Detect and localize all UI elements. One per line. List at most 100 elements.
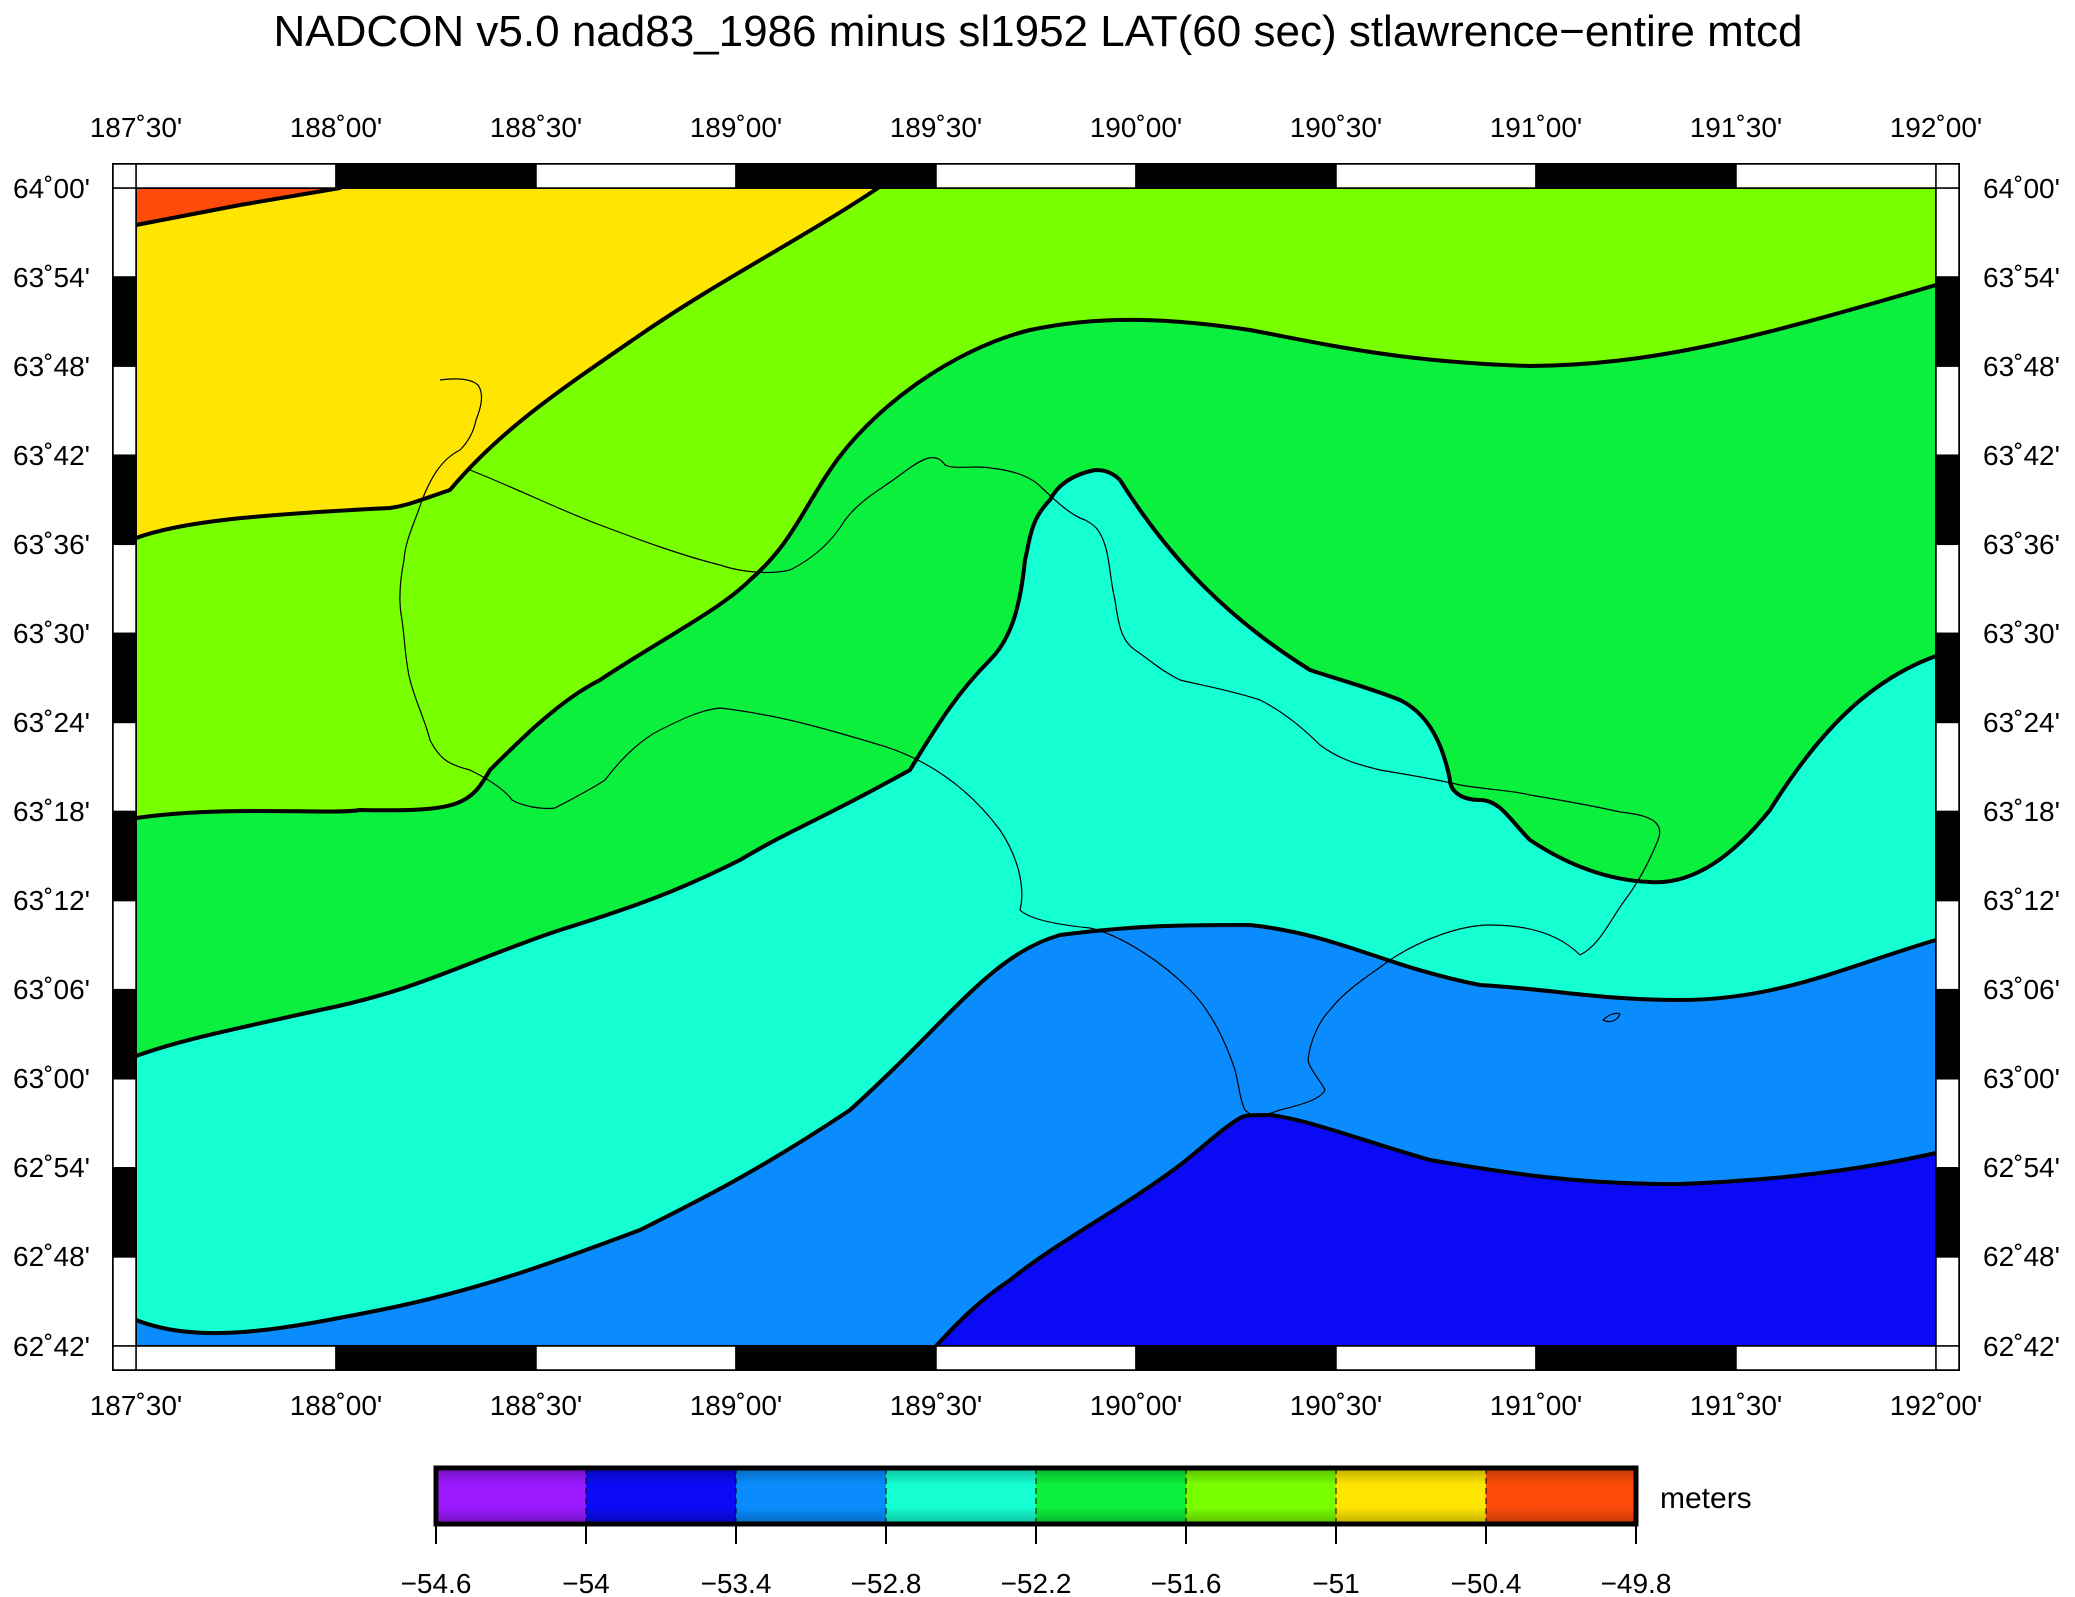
frame-segment-left	[112, 721, 137, 813]
frame-segment-top	[535, 163, 737, 189]
contour-line-blue-deepblue	[934, 1113, 1938, 1348]
lat-label-left: 62˚54'	[13, 1152, 90, 1183]
frame-segment-top	[1735, 163, 1937, 189]
lon-label-bottom: 189˚00'	[690, 1390, 783, 1421]
frame-segment-left	[112, 187, 137, 278]
colorbar-label: −51	[1312, 1568, 1360, 1597]
lon-labels-top: 187˚30' 188˚00' 188˚30' 189˚00' 189˚30' …	[90, 112, 1983, 143]
frame-segment-bottom	[1735, 1345, 1937, 1371]
lon-label-bottom: 191˚00'	[1490, 1390, 1583, 1421]
lon-label-top: 189˚00'	[690, 112, 783, 143]
frame-segment-right	[1935, 899, 1960, 991]
lon-label-bottom: 190˚30'	[1290, 1390, 1383, 1421]
coastline-small-islet	[1602, 1012, 1621, 1023]
contour-line-orange-yellow	[134, 186, 342, 227]
frame-segment-right	[1935, 365, 1960, 456]
contour-line-green-cyan	[134, 468, 1938, 1058]
frame-segment-left	[112, 632, 137, 724]
lon-label-bottom: 191˚30'	[1690, 1390, 1783, 1421]
lat-labels-right: 64˚00' 63˚54' 63˚48' 63˚42' 63˚36' 63˚30…	[1983, 173, 2060, 1362]
coastline-island-central	[1104, 544, 1661, 956]
frame-corner	[1935, 163, 1960, 189]
lon-label-top: 191˚30'	[1690, 112, 1783, 143]
frame-segment-left	[112, 899, 137, 991]
lon-label-bottom: 188˚00'	[290, 1390, 383, 1421]
lon-label-bottom: 189˚30'	[890, 1390, 983, 1421]
colorbar-label: −52.2	[1001, 1568, 1072, 1597]
lon-label-top: 188˚30'	[490, 112, 583, 143]
lon-label-top: 192˚00'	[1890, 112, 1983, 143]
colorbar-label: −50.4	[1451, 1568, 1522, 1597]
lat-label-right: 62˚42'	[1983, 1331, 2060, 1362]
lat-label-right: 63˚30'	[1983, 618, 2060, 649]
lat-label-left: 63˚00'	[13, 1063, 90, 1094]
coastline-island-west	[399, 378, 721, 810]
coastlines	[399, 378, 1661, 1117]
frame-segment-right	[1935, 721, 1960, 813]
map-title: NADCON v5.0 nad83_1986 minus sl1952 LAT(…	[274, 7, 1803, 56]
frame-segment-right	[1935, 1167, 1960, 1258]
lat-label-right: 64˚00'	[1983, 173, 2060, 204]
lat-label-right: 62˚54'	[1983, 1152, 2060, 1183]
frame-segment-right	[1935, 543, 1960, 635]
lon-label-top: 189˚30'	[890, 112, 983, 143]
zone-yellow	[136, 188, 878, 538]
frame-segment-left	[112, 454, 137, 546]
lat-label-left: 63˚18'	[13, 796, 90, 827]
frame-segment-bottom	[335, 1345, 537, 1371]
lat-labels-left: 64˚00' 63˚54' 63˚48' 63˚42' 63˚36' 63˚30…	[13, 173, 90, 1362]
frame-segment-left	[112, 1167, 137, 1258]
contour-line-yellow-yellowgreen	[134, 186, 880, 540]
lon-label-bottom: 190˚00'	[1090, 1390, 1183, 1421]
lon-label-top: 191˚00'	[1490, 112, 1583, 143]
lat-label-left: 63˚24'	[13, 707, 90, 738]
frame-segment-bottom	[135, 1345, 337, 1371]
lat-label-right: 63˚12'	[1983, 885, 2060, 916]
lat-label-left: 62˚42'	[13, 1331, 90, 1362]
colorbar-label: −54.6	[401, 1568, 472, 1597]
frame-segment-top	[1335, 163, 1537, 189]
colorbar: meters −54.6 −54 −53.4 −52.8 −52.2 −51.6…	[401, 1465, 1752, 1597]
lat-label-left: 63˚12'	[13, 885, 90, 916]
lat-label-right: 63˚36'	[1983, 529, 2060, 560]
frame-segment-bottom	[1535, 1345, 1737, 1371]
frame-segment-bottom	[735, 1345, 937, 1371]
lat-label-left: 63˚42'	[13, 440, 90, 471]
contour-lines	[134, 186, 1938, 1348]
frame-segment-left	[112, 543, 137, 635]
coastline-south-boundary	[719, 707, 1581, 1117]
frame-segment-top	[935, 163, 1137, 189]
lat-label-right: 63˚24'	[1983, 707, 2060, 738]
colorbar-label: −54	[562, 1568, 610, 1597]
frame-segment-right	[1935, 187, 1960, 278]
lat-label-left: 64˚00'	[13, 173, 90, 204]
frame-segment-left	[112, 988, 137, 1080]
zone-cyan	[136, 470, 1936, 1334]
lon-labels-bottom: 187˚30' 188˚00' 188˚30' 189˚00' 189˚30' …	[90, 1390, 1983, 1421]
lat-label-left: 63˚30'	[13, 618, 90, 649]
frame-segment-bottom	[1335, 1345, 1537, 1371]
lon-label-top: 188˚00'	[290, 112, 383, 143]
colorbar-label: −49.8	[1601, 1568, 1672, 1597]
frame-segment-top	[735, 163, 937, 189]
lon-label-top: 187˚30'	[90, 112, 183, 143]
lat-label-left: 63˚36'	[13, 529, 90, 560]
lon-label-top: 190˚00'	[1090, 112, 1183, 143]
lat-label-left: 63˚48'	[13, 351, 90, 382]
lon-label-bottom: 188˚30'	[490, 1390, 583, 1421]
colorbar-label: −53.4	[701, 1568, 772, 1597]
lat-label-left: 63˚54'	[13, 262, 90, 293]
frame-segment-top	[1135, 163, 1337, 189]
frame-corner	[1935, 1345, 1960, 1371]
lon-label-top: 190˚30'	[1290, 112, 1383, 143]
zone-green	[136, 285, 1936, 1056]
frame-segment-left	[112, 1256, 137, 1347]
frame-segment-left	[112, 1078, 137, 1169]
contour-fill-zones	[136, 188, 1936, 1346]
zone-orange	[136, 188, 340, 225]
frame-segment-top	[335, 163, 537, 189]
frame-segment-right	[1935, 988, 1960, 1080]
frame-segment-left	[112, 276, 137, 367]
lat-label-right: 63˚00'	[1983, 1063, 2060, 1094]
